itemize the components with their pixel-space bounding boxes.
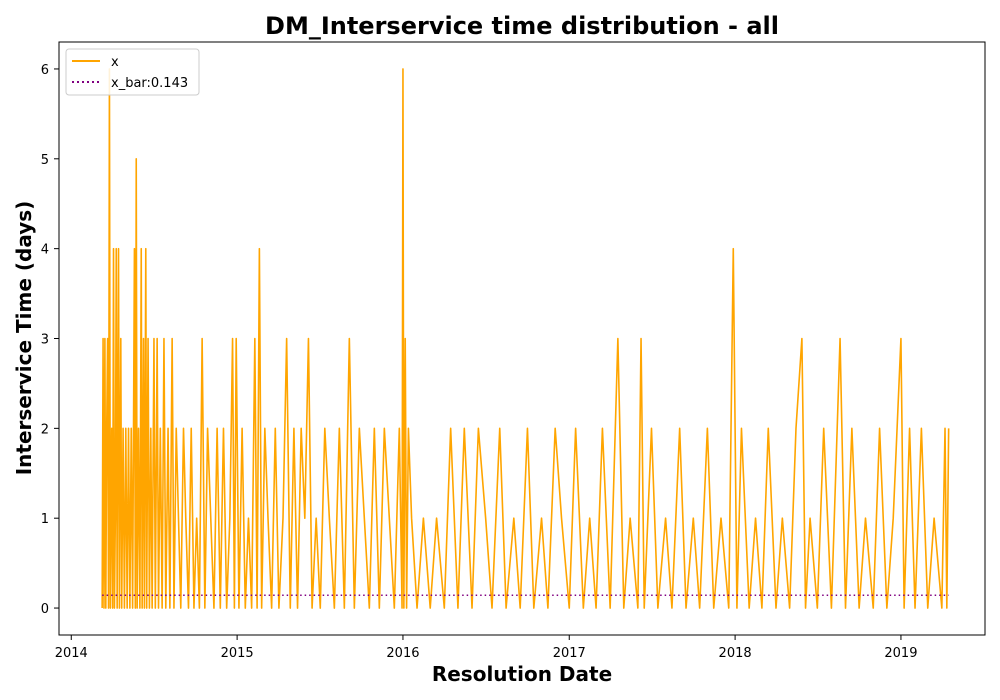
y-tick-label: 6 xyxy=(41,63,49,78)
legend-label-x: x xyxy=(111,55,119,70)
y-tick-label: 3 xyxy=(41,333,49,348)
chart-title: DM_Interservice time distribution - all xyxy=(265,12,779,40)
axis-ticks: 2014 2015 2016 2017 2018 2019 0 1 2 3 4 5 6 xyxy=(41,63,918,661)
x-tick-label: 2017 xyxy=(553,646,586,661)
x-tick-label: 2019 xyxy=(884,646,917,661)
legend-label-xbar: x_bar:0.143 xyxy=(111,76,188,91)
y-tick-label: 1 xyxy=(41,512,49,527)
legend: x x_bar:0.143 xyxy=(65,48,200,96)
x-tick-label: 2015 xyxy=(221,646,254,661)
plot-area xyxy=(101,68,950,609)
x-tick-label: 2018 xyxy=(719,646,752,661)
y-axis-label: Interservice Time (days) xyxy=(12,201,36,476)
x-tick-label: 2014 xyxy=(55,646,88,661)
x-tick-label: 2016 xyxy=(386,646,419,661)
y-tick-label: 5 xyxy=(41,153,49,168)
y-tick-label: 0 xyxy=(41,602,49,617)
y-tick-label: 2 xyxy=(41,422,49,437)
series-line-0 xyxy=(101,68,950,609)
y-tick-label: 4 xyxy=(41,243,49,258)
x-axis-label: Resolution Date xyxy=(432,662,612,686)
